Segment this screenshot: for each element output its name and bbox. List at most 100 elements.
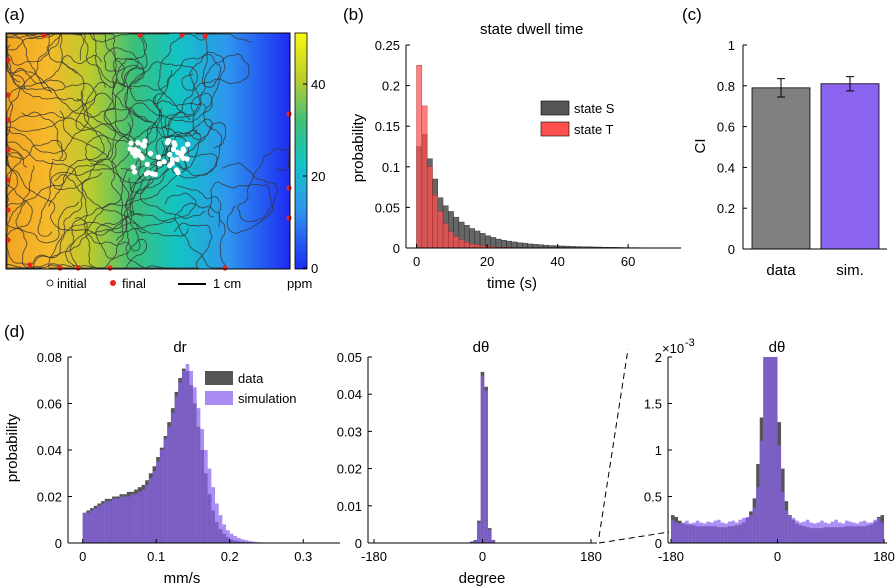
dwell-state-s-bar: [485, 235, 491, 249]
dtheta-zoom-simulation-bar: [798, 522, 803, 543]
dr-axes: 0 0.1 0.2 0.3 0 0.02 0.04 0.06 0.08: [37, 350, 340, 564]
ci-y-tick-label: 0.6: [717, 120, 735, 135]
dr-simulation-bar: [141, 489, 146, 543]
dwell-state-t-bar: [432, 195, 438, 249]
dtheta-zoom-simulation-bar: [727, 521, 732, 543]
dr-simulation-bar: [82, 512, 87, 543]
dtheta-zoom-simulation-bar: [770, 357, 774, 543]
dr-x-tick-label: 0: [79, 549, 86, 564]
trajectory-path: [59, 110, 206, 219]
dr-x-tick-label: 0.2: [221, 549, 239, 564]
final-marker: [5, 207, 11, 213]
dtheta-zoom-simulation-bar: [880, 522, 885, 543]
dtheta-zoom-simulation-bar: [866, 522, 870, 543]
trajectory-path: [30, 33, 148, 87]
final-marker: [5, 117, 11, 123]
dtheta-zoom-simulation-bar: [781, 491, 785, 543]
dwell-xlabel: time (s): [487, 275, 537, 292]
dtheta-zoom-simulation-bar: [745, 516, 750, 543]
dr-simulation-bar: [218, 515, 223, 543]
dtheta-zoom-simulation-bar: [670, 519, 675, 543]
initial-marker: [128, 140, 134, 146]
dr-simulation-bar: [108, 501, 113, 543]
dr-simulation-bar: [211, 487, 216, 543]
initial-marker: [170, 146, 177, 153]
dr-simulation-bar: [244, 540, 249, 543]
initial-marker: [167, 162, 173, 169]
initial-marker: [127, 146, 134, 152]
dwell-ylabel: probability: [350, 113, 367, 182]
dtheta-zoom-simulation-bar: [809, 522, 814, 543]
dtheta-zoom-simulation-bar: [859, 521, 863, 543]
dr-simulation-bar: [159, 450, 164, 543]
dr-simulation-bar: [152, 470, 157, 543]
final-marker: [41, 32, 47, 38]
dr-simulation-bar: [185, 363, 190, 543]
dr-simulation-bar: [101, 503, 105, 543]
dtheta-zoom-simulation-bar: [869, 522, 874, 543]
dtheta-zoom-simulation-bar: [791, 517, 796, 543]
trajectory-path: [129, 61, 207, 153]
legend-simulation-swatch: [205, 391, 233, 405]
trajectory-path: [59, 33, 163, 148]
ci-category-label: sim.: [836, 262, 864, 279]
dr-simulation-bar: [207, 468, 212, 543]
dwell-state-s-bar: [522, 242, 528, 249]
dtheta-zoom-simulation-bar: [873, 519, 877, 543]
initial-marker: [132, 150, 138, 156]
dr-ylabel: probability: [4, 413, 21, 482]
zoom-connector-top: [598, 348, 629, 538]
dtheta-zoom-y-tick-label: 1: [655, 443, 662, 458]
dtheta-simulation-bar: [473, 540, 478, 543]
initial-marker: [139, 155, 145, 161]
trajectory-path: [6, 44, 105, 207]
legend-initial-marker: [46, 279, 54, 287]
dr-y-tick-label: 0.06: [37, 397, 62, 412]
ci-y-tick-label: 0: [728, 242, 735, 257]
final-marker: [5, 237, 11, 243]
dr-simulation-bar: [86, 512, 91, 543]
final-marker: [137, 32, 143, 38]
dtheta-zoom-simulation-bar: [795, 520, 799, 543]
dwell-state-s-bar: [495, 238, 502, 249]
dtheta-zoom-simulation-bar: [848, 521, 853, 543]
final-marker: [5, 177, 11, 183]
dwell-state-t-bar: [469, 243, 475, 249]
dr-simulation-bar: [145, 484, 149, 544]
initial-marker: [184, 141, 191, 148]
dr-simulation-bar: [167, 426, 171, 543]
dtheta-zoom-simulation-bar: [752, 507, 757, 543]
dtheta-zoom-simulation-bar: [820, 520, 824, 543]
dtheta-zoom-simulation-bar: [717, 519, 721, 543]
trajectory-panel: 40 20 0 ppm initial final 1 cm: [5, 32, 325, 291]
dwell-y-tick-label: 0: [393, 241, 400, 256]
legend-final-marker: [110, 280, 116, 286]
colorbar-tick-0: 0: [311, 261, 318, 276]
dtheta-zoom-simulation-bar: [844, 520, 849, 543]
dwell-state-s-bar: [527, 243, 534, 249]
dr-simulation-bar: [97, 505, 102, 543]
initial-marker: [152, 171, 159, 178]
dwell-state-s-bar: [511, 241, 518, 249]
initial-marker: [173, 167, 180, 173]
dtheta-simulation-bar: [480, 375, 485, 543]
dtheta-x-tick-label: 180: [580, 549, 602, 564]
initial-marker: [180, 146, 187, 152]
final-marker: [5, 92, 11, 98]
dtheta-zoom-simulation-bar: [741, 517, 746, 543]
final-marker: [107, 265, 113, 271]
dtheta-zoom-simulation-bar: [823, 522, 828, 543]
dtheta-x-tick-label: -180: [361, 549, 387, 564]
final-marker: [5, 147, 11, 153]
dtheta-zoom-simulation-bar: [784, 510, 789, 543]
dr-x-tick-label: 0.1: [147, 549, 165, 564]
dr-simulation-bar: [196, 408, 201, 543]
dtheta-zoom-simulation-bar: [734, 522, 739, 543]
dwell-state-t-bar: [426, 166, 433, 249]
dr-y-tick-label: 0: [55, 536, 62, 551]
dtheta-zoom-simulation-bar: [827, 523, 831, 543]
scale-bar-label: 1 cm: [213, 276, 241, 291]
zoom-connector-bottom: [598, 531, 670, 544]
dtheta-zoom-simulation-bar: [763, 357, 767, 543]
